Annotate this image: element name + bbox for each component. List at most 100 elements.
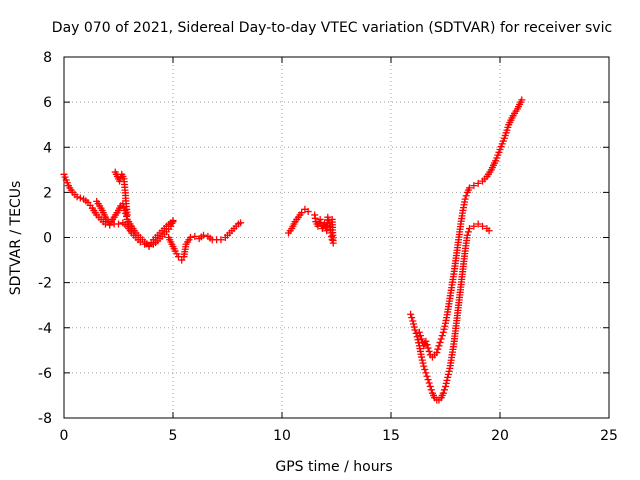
data-point	[122, 209, 130, 217]
data-point	[440, 325, 448, 333]
y-tick-label: -6	[38, 366, 52, 382]
data-point	[217, 236, 225, 244]
data-point	[237, 219, 245, 227]
y-tick-label: -8	[38, 411, 52, 427]
data-point	[420, 362, 428, 370]
data-point	[438, 332, 446, 340]
y-tick-label: -2	[38, 276, 52, 292]
series-track-1	[60, 170, 177, 251]
data-point	[191, 232, 199, 240]
data-point	[325, 216, 333, 224]
data-point	[439, 328, 447, 336]
y-tick-label: 2	[43, 185, 52, 201]
data-point	[419, 359, 427, 367]
data-point	[463, 231, 471, 239]
data-point	[433, 349, 441, 357]
data-point	[464, 228, 472, 236]
data-point	[422, 369, 430, 377]
data-point	[427, 386, 435, 394]
grid	[64, 57, 609, 418]
data-point	[415, 328, 423, 336]
data-point	[418, 353, 426, 361]
data-point	[418, 335, 426, 343]
data-point	[518, 96, 526, 104]
data-point	[421, 365, 429, 373]
series-track-3	[111, 168, 131, 219]
x-tick-label: 5	[169, 428, 178, 444]
data-point	[474, 220, 482, 228]
data-point	[440, 386, 448, 394]
data-point	[408, 314, 416, 322]
data-point	[465, 224, 473, 232]
data-point	[426, 382, 434, 390]
x-tick-label: 20	[491, 428, 509, 444]
data-point	[76, 194, 84, 202]
data-point	[462, 192, 470, 200]
data-point	[304, 208, 312, 216]
data-point	[424, 344, 432, 352]
data-point	[324, 213, 332, 221]
y-tick-label: 4	[43, 140, 52, 156]
data-point	[317, 218, 325, 226]
data-point	[169, 218, 177, 226]
data-point	[485, 227, 493, 235]
data-point	[436, 338, 444, 346]
data-point	[412, 329, 420, 337]
data-point	[422, 337, 430, 345]
data-point	[413, 333, 421, 341]
chart-title: Day 070 of 2021, Sidereal Day-to-day VTE…	[52, 20, 612, 36]
series-track-4	[165, 219, 245, 264]
data-point	[414, 336, 422, 344]
data-point	[423, 372, 431, 380]
data-point	[425, 379, 433, 387]
data-point	[470, 222, 478, 230]
x-axis-label: GPS time / hours	[275, 459, 392, 475]
data-point	[434, 345, 442, 353]
series-track-7	[407, 220, 493, 404]
data-point	[441, 322, 449, 330]
data-point	[410, 320, 418, 328]
y-tick-label: 0	[43, 231, 52, 247]
data-point	[123, 211, 131, 219]
series-track-8	[415, 96, 526, 361]
data-point	[423, 341, 431, 349]
data-point	[200, 231, 208, 239]
x-tick-label: 0	[60, 428, 69, 444]
data-point	[444, 370, 452, 378]
data-point	[407, 310, 415, 318]
x-tick-label: 15	[382, 428, 400, 444]
data-point	[186, 234, 194, 241]
series-track-5	[285, 205, 312, 237]
y-tick-label: 6	[43, 95, 52, 111]
data-point	[424, 376, 432, 384]
data-point	[443, 376, 451, 384]
axis-ticks: 0 5 10 15 20 25 -8 -6 -4 -2 0 2 4 6 8	[38, 50, 618, 444]
data-point	[316, 215, 324, 223]
data-point	[439, 389, 447, 397]
data-point	[461, 195, 469, 203]
y-tick-label: 8	[43, 50, 52, 66]
data-point	[442, 382, 449, 390]
data-point	[416, 332, 424, 340]
data-point	[411, 326, 419, 334]
data-points	[60, 96, 526, 404]
data-point	[325, 219, 333, 227]
data-point	[73, 193, 81, 201]
data-point	[465, 184, 473, 192]
data-point	[115, 220, 122, 228]
data-point	[435, 342, 443, 350]
data-point	[410, 323, 418, 331]
y-axis-label: SDTVAR / TECUs	[8, 181, 24, 296]
data-point	[444, 373, 452, 381]
data-point	[470, 182, 478, 190]
data-point	[445, 367, 453, 375]
data-point	[409, 317, 417, 325]
data-point	[425, 347, 433, 355]
data-point	[442, 379, 450, 387]
x-tick-label: 25	[600, 428, 618, 444]
data-point	[328, 215, 336, 223]
data-point	[418, 356, 426, 364]
series-track-6	[311, 211, 337, 247]
x-tick-label: 10	[273, 428, 291, 444]
